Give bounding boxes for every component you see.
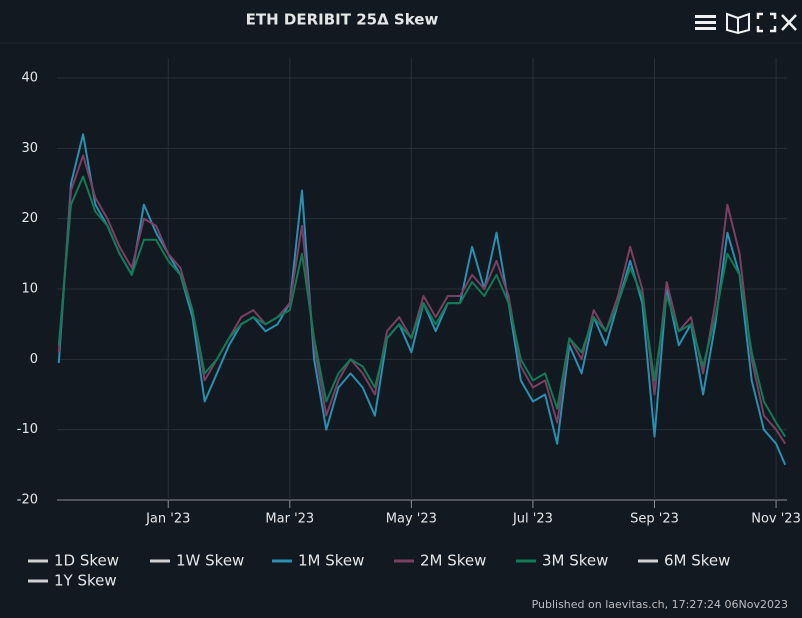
x-tick-label: Nov '23 [751, 512, 801, 527]
chart-title: ETH DERIBIT 25Δ Skew [246, 11, 439, 29]
footer: Published on laevitas.ch, 17:27:24 06Nov… [532, 598, 788, 611]
y-tick-label: 10 [21, 282, 38, 297]
x-tick-label: Jan '23 [145, 512, 190, 527]
series-line [57, 175, 787, 438]
legend-label: 2M Skew [420, 552, 486, 570]
series-line [57, 154, 787, 445]
y-tick-label: 30 [21, 141, 38, 156]
fullscreen-icon[interactable] [756, 12, 777, 33]
y-tick-label: -20 [17, 493, 38, 508]
y-tick-label: -10 [17, 422, 38, 437]
legend-label: 1D Skew [54, 552, 119, 570]
x-tick-label: Mar '23 [265, 512, 314, 527]
close-stroke [781, 14, 797, 31]
x-tick-label: May '23 [386, 512, 437, 527]
close-icon[interactable] [781, 14, 797, 31]
y-tick-label: 0 [30, 352, 38, 367]
legend-label: 6M Skew [664, 552, 730, 570]
legend-label: 1Y Skew [54, 572, 117, 590]
menu-icon[interactable] [695, 15, 716, 30]
menu-bar [695, 21, 716, 24]
book-shape [726, 12, 750, 35]
menu-bar [695, 15, 716, 18]
legend-label: 3M Skew [542, 552, 608, 570]
legend-label: 1W Skew [176, 552, 244, 570]
x-tick-label: Jul '23 [512, 512, 553, 527]
menu-bar [695, 27, 716, 30]
fullscreen-shape [756, 12, 777, 33]
x-tick-label: Sep '23 [630, 512, 679, 527]
y-tick-label: 20 [21, 211, 38, 226]
legend-label: 1M Skew [298, 552, 364, 570]
book-icon[interactable] [726, 12, 750, 35]
y-tick-label: 40 [21, 71, 38, 86]
